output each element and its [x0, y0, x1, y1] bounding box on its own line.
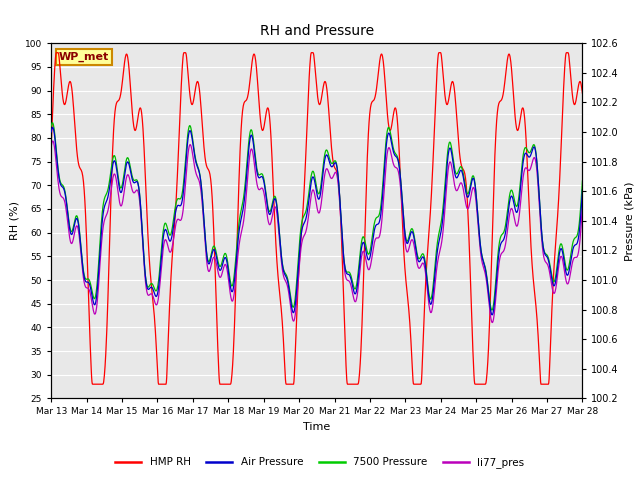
Legend: HMP RH, Air Pressure, 7500 Pressure, li77_pres: HMP RH, Air Pressure, 7500 Pressure, li7… — [111, 453, 529, 472]
X-axis label: Time: Time — [303, 422, 330, 432]
Y-axis label: RH (%): RH (%) — [10, 201, 19, 240]
Text: WP_met: WP_met — [59, 52, 109, 62]
Title: RH and Pressure: RH and Pressure — [260, 24, 374, 38]
Y-axis label: Pressure (kPa): Pressure (kPa) — [625, 181, 635, 261]
